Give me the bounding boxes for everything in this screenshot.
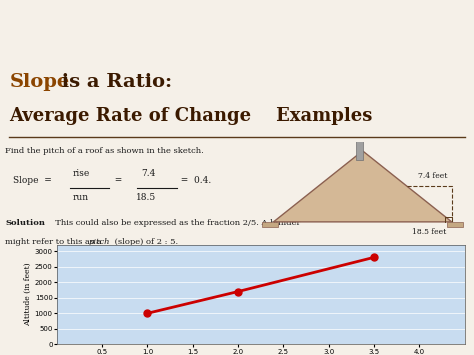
Polygon shape — [262, 222, 278, 227]
Text: =  0.4.: = 0.4. — [175, 176, 211, 185]
Polygon shape — [447, 222, 463, 227]
Point — [144, 310, 151, 316]
Text: 18.5 feet: 18.5 feet — [411, 228, 446, 236]
Polygon shape — [356, 137, 363, 160]
Text: rise: rise — [73, 169, 90, 178]
Point — [234, 289, 242, 294]
Text: 7.4: 7.4 — [141, 169, 155, 178]
Text: Solution: Solution — [5, 219, 45, 227]
Text: run: run — [73, 193, 89, 202]
Polygon shape — [273, 151, 452, 222]
Text: pitch: pitch — [89, 238, 110, 246]
Text: Average Rate of Change    Examples: Average Rate of Change Examples — [9, 107, 373, 125]
Text: =: = — [109, 176, 128, 185]
Text: Slope  =: Slope = — [13, 176, 57, 185]
Text: Slope: Slope — [9, 73, 70, 91]
Text: is a Ratio:: is a Ratio: — [55, 73, 172, 91]
Point — [370, 255, 378, 260]
Text: This could also be expressed as the fraction 2/5. A builder: This could also be expressed as the frac… — [50, 219, 300, 227]
Text: 7.4 feet: 7.4 feet — [418, 171, 447, 180]
Text: 18.5: 18.5 — [136, 193, 156, 202]
Text: might refer to this as a: might refer to this as a — [5, 238, 104, 246]
Y-axis label: Altitude (in feet): Altitude (in feet) — [24, 263, 32, 327]
Text: Find the pitch of a roof as shown in the sketch.: Find the pitch of a roof as shown in the… — [5, 147, 204, 155]
Text: (slope) of 2 : 5.: (slope) of 2 : 5. — [112, 238, 178, 246]
